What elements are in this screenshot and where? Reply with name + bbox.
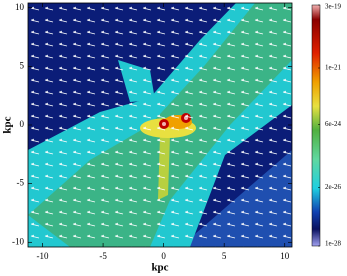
- colorbar-tick-label: 1e-21: [325, 64, 341, 72]
- colorbar-tick-label: 6e-24: [325, 120, 341, 128]
- y-tick-label: -5: [17, 178, 25, 188]
- x-tick-label: 10: [280, 251, 290, 261]
- x-tick-label: -10: [37, 251, 49, 261]
- y-tick-label: 5: [20, 60, 25, 70]
- x-axis-label: kpc: [151, 262, 168, 274]
- x-tick-label: -5: [99, 251, 107, 261]
- colorbar: [311, 4, 321, 247]
- x-tick-label: 5: [222, 251, 227, 261]
- y-axis-label: kpc: [2, 116, 14, 133]
- x-tick-label: 0: [161, 251, 166, 261]
- colorbar-tick-label: 1e-28: [325, 240, 341, 248]
- colorbar-tick-label: 3e-19: [325, 3, 341, 11]
- colorbar-tick-label: 2e-26: [325, 183, 341, 191]
- y-tick-label: 10: [15, 2, 25, 12]
- y-tick-label: 0: [20, 119, 25, 129]
- density-map: [28, 3, 292, 247]
- y-tick-label: -10: [12, 236, 24, 246]
